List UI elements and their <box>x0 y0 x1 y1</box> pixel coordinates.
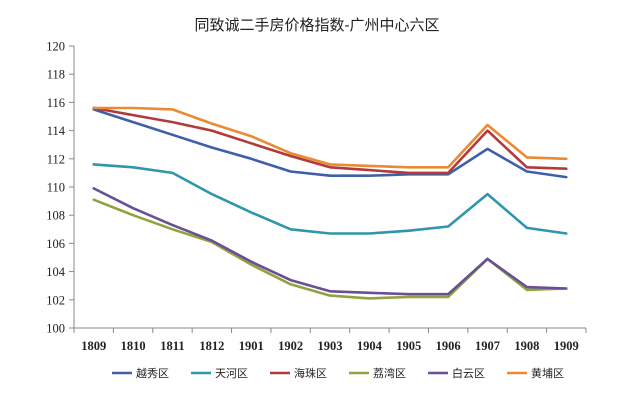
legend-label: 越秀区 <box>136 366 169 380</box>
y-tick-label: 108 <box>46 209 65 223</box>
series-line <box>92 106 568 175</box>
y-tick-label: 110 <box>47 181 65 195</box>
legend-label: 白云区 <box>452 366 485 380</box>
series-line <box>92 108 568 179</box>
chart-title: 同致诚二手房价格指数-广州中心六区 <box>194 16 439 34</box>
y-tick-label: 106 <box>46 237 65 251</box>
y-tick-label: 100 <box>46 322 65 336</box>
x-tick-label: 1906 <box>436 339 461 353</box>
series-line <box>92 163 568 235</box>
legend-label: 海珠区 <box>294 366 327 380</box>
series-line <box>92 187 568 296</box>
x-tick-label: 1812 <box>199 339 224 353</box>
x-tick-label: 1903 <box>318 339 343 353</box>
x-tick-label: 1908 <box>514 339 539 353</box>
x-tick-label: 1905 <box>396 339 421 353</box>
y-tick-label: 104 <box>46 265 66 279</box>
axes: 100 102 104 106 108 110 112 114 116 118 120 1809 181… <box>46 40 587 353</box>
y-tick-label: 120 <box>46 40 65 54</box>
y-tick-label: 116 <box>47 96 65 110</box>
x-tick-label: 1907 <box>475 339 500 353</box>
x-tick-label: 1811 <box>160 339 184 353</box>
x-tick-label: 1901 <box>239 339 264 353</box>
legend-label: 荔湾区 <box>373 366 406 380</box>
y-tick-label: 102 <box>46 293 65 307</box>
y-tick-label: 114 <box>47 124 66 138</box>
series-lines <box>92 106 568 300</box>
series-line <box>92 106 568 169</box>
x-tick-label: 1904 <box>357 339 383 353</box>
legend-label: 天河区 <box>215 367 248 380</box>
series-line <box>92 198 568 300</box>
y-tick-label: 118 <box>47 68 65 82</box>
x-tick-label: 1809 <box>81 339 106 353</box>
x-tick-label: 1909 <box>554 339 579 353</box>
legend: 越秀区 天河区 海珠区 荔湾区 白云区 黄埔区 <box>112 366 564 380</box>
y-tick-label: 112 <box>47 152 65 166</box>
x-tick-label: 1810 <box>121 339 146 353</box>
x-tick-label: 1902 <box>278 339 303 353</box>
legend-label: 黄埔区 <box>531 366 564 380</box>
